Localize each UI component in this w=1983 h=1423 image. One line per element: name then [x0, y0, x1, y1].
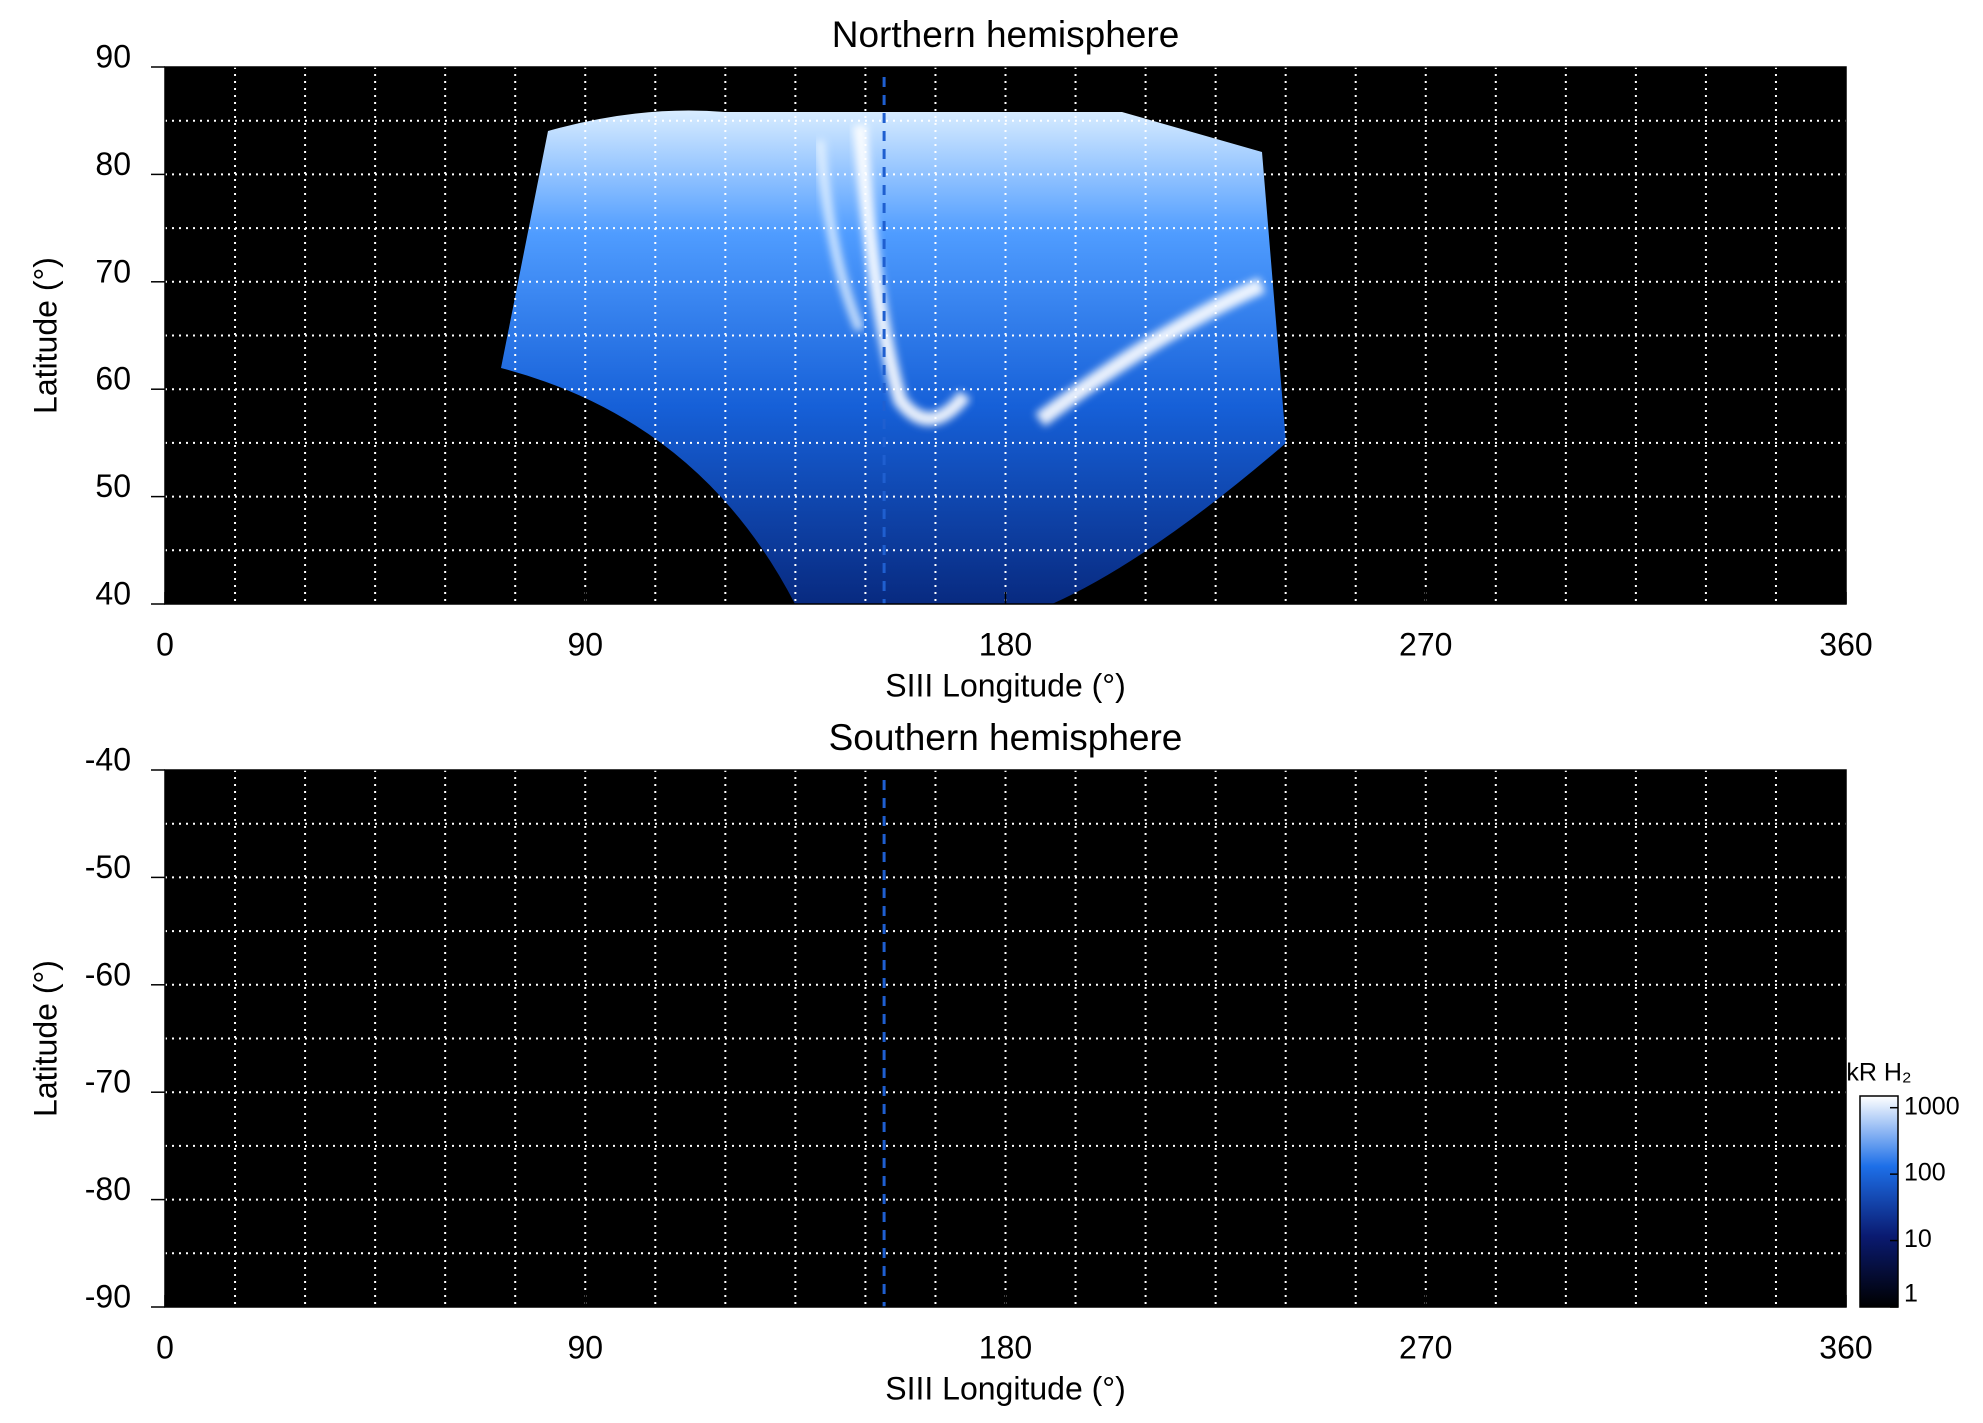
x-tick-label: 180: [979, 1329, 1032, 1365]
y-tick-label: 40: [95, 575, 131, 611]
y-tick-label: -70: [85, 1064, 131, 1100]
x-tick-label: 360: [1819, 626, 1872, 662]
y-tick-label: 90: [95, 38, 131, 74]
x-tick-label: 90: [567, 1329, 603, 1365]
chart-title: Southern hemisphere: [829, 717, 1183, 758]
x-axis-label: SIII Longitude (°): [885, 667, 1125, 703]
colorbar: [1859, 1095, 1899, 1308]
aurora-image: [501, 110, 1286, 605]
aurora-arc: [853, 124, 971, 426]
aurora-arc: [815, 139, 865, 332]
y-tick-label: 50: [95, 468, 131, 504]
y-tick-label: -80: [85, 1171, 131, 1207]
y-axis-label: Latitude (°): [27, 960, 63, 1117]
chart-title: Northern hemisphere: [832, 14, 1180, 55]
x-tick-label: 180: [979, 626, 1032, 662]
colorbar-tick-label: 1000: [1904, 1092, 1960, 1120]
y-tick-label: 60: [95, 361, 131, 397]
colorbar-label: kR H₂: [1846, 1059, 1911, 1087]
x-tick-label: 360: [1819, 1329, 1872, 1365]
colorbar-tick-label: 100: [1904, 1159, 1946, 1187]
colorbar-tick-label: 10: [1904, 1225, 1932, 1253]
x-tick-label: 0: [156, 626, 174, 662]
x-tick-label: 0: [156, 1329, 174, 1365]
y-tick-label: 80: [95, 146, 131, 182]
y-tick-label: -50: [85, 849, 131, 885]
y-tick-label: -60: [85, 956, 131, 992]
aurora-arc: [1035, 277, 1266, 427]
x-tick-label: 270: [1399, 1329, 1452, 1365]
y-axis-label: Latitude (°): [27, 257, 63, 414]
x-tick-label: 90: [567, 626, 603, 662]
colorbar-tick-label: 1: [1904, 1280, 1918, 1308]
y-tick-label: -90: [85, 1278, 131, 1314]
x-tick-label: 270: [1399, 626, 1452, 662]
y-tick-label: 70: [95, 253, 131, 289]
y-tick-label: -40: [85, 741, 131, 777]
x-axis-label: SIII Longitude (°): [885, 1370, 1125, 1406]
